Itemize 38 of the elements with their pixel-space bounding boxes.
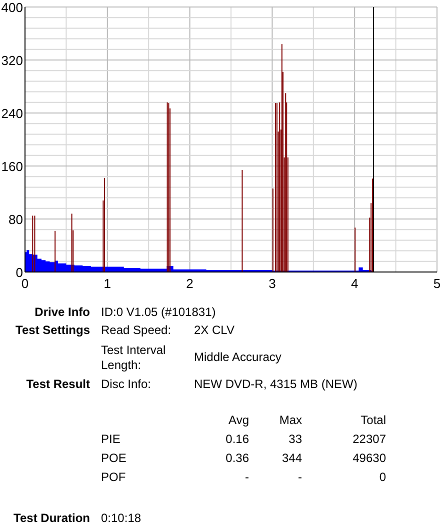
text: POE: [101, 451, 126, 465]
text: 49630: [352, 451, 386, 465]
text: Drive Info: [34, 305, 90, 319]
text: 0.36: [226, 451, 250, 465]
text: 2X CLV: [194, 323, 234, 337]
text: 0.16: [226, 432, 250, 446]
y-tick-label: 80: [8, 212, 23, 227]
text: 22307: [352, 432, 386, 446]
y-tick-label: 240: [1, 106, 23, 121]
text: 33: [288, 432, 302, 446]
x-tick-label: 1: [104, 276, 112, 291]
x-tick-label: 5: [433, 276, 441, 291]
x-tick-label: 3: [268, 276, 276, 291]
text: 0: [379, 470, 386, 484]
text: 344: [282, 451, 302, 465]
text: POF: [101, 470, 126, 484]
text: Middle Accuracy: [194, 350, 282, 364]
text: Avg: [228, 413, 249, 427]
text: -: [298, 470, 302, 484]
text: Disc Info:: [101, 377, 152, 391]
text: -: [245, 470, 249, 484]
y-tick-label: 160: [1, 159, 23, 174]
text: Test Interval Length:: [101, 343, 166, 372]
text: Max: [279, 413, 302, 427]
y-tick-label: 0: [16, 265, 23, 280]
text: PIE: [101, 432, 120, 446]
text: ID:0 V1.05 (#101831): [101, 305, 216, 319]
text: 0:10:18: [101, 511, 142, 525]
text: NEW DVD-R, 4315 MB (NEW): [194, 377, 358, 391]
x-tick-label: 4: [350, 276, 358, 291]
text: Read Speed:: [101, 323, 172, 337]
text: Test Settings: [16, 323, 90, 337]
x-tick-label: 2: [186, 276, 194, 291]
y-tick-label: 320: [1, 53, 23, 68]
y-tick-label: 400: [1, 0, 23, 15]
text: Test Result: [26, 377, 90, 391]
text: Total: [360, 413, 386, 427]
text: Test Duration: [14, 511, 90, 525]
